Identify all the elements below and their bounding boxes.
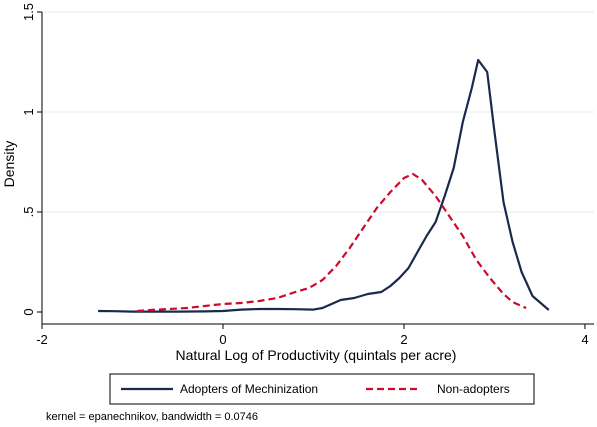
series-line-non-adopters [136, 172, 527, 313]
legend-label-non-adopters: Non-adopters [437, 382, 510, 396]
legend-box [109, 373, 535, 405]
y-tick-label: 1.5 [21, 3, 36, 21]
y-tick-label: 1 [21, 108, 36, 115]
series-line-adopters [98, 58, 550, 313]
y-tick-label: .5 [21, 207, 36, 218]
y-axis-title: Density [1, 141, 17, 188]
series-lines [98, 58, 550, 313]
legend-label-adopters: Adopters of Mechinization [180, 382, 318, 396]
axes [37, 11, 594, 329]
y-tick-label: 0 [21, 308, 36, 315]
gridlines [42, 11, 594, 213]
x-tick-label: -2 [36, 332, 48, 347]
tick-labels: 0 .5 1 1.5 -2 0 2 4 [21, 3, 589, 347]
x-tick-label: 0 [219, 332, 226, 347]
x-axis-title: Natural Log of Productivity (quintals pe… [176, 347, 457, 363]
x-tick-label: 2 [400, 332, 407, 347]
kernel-note: kernel = epanechnikov, bandwidth = 0.074… [46, 411, 258, 423]
x-tick-label: 4 [581, 332, 588, 347]
legend: Adopters of Mechinization Non-adopters [109, 373, 535, 405]
